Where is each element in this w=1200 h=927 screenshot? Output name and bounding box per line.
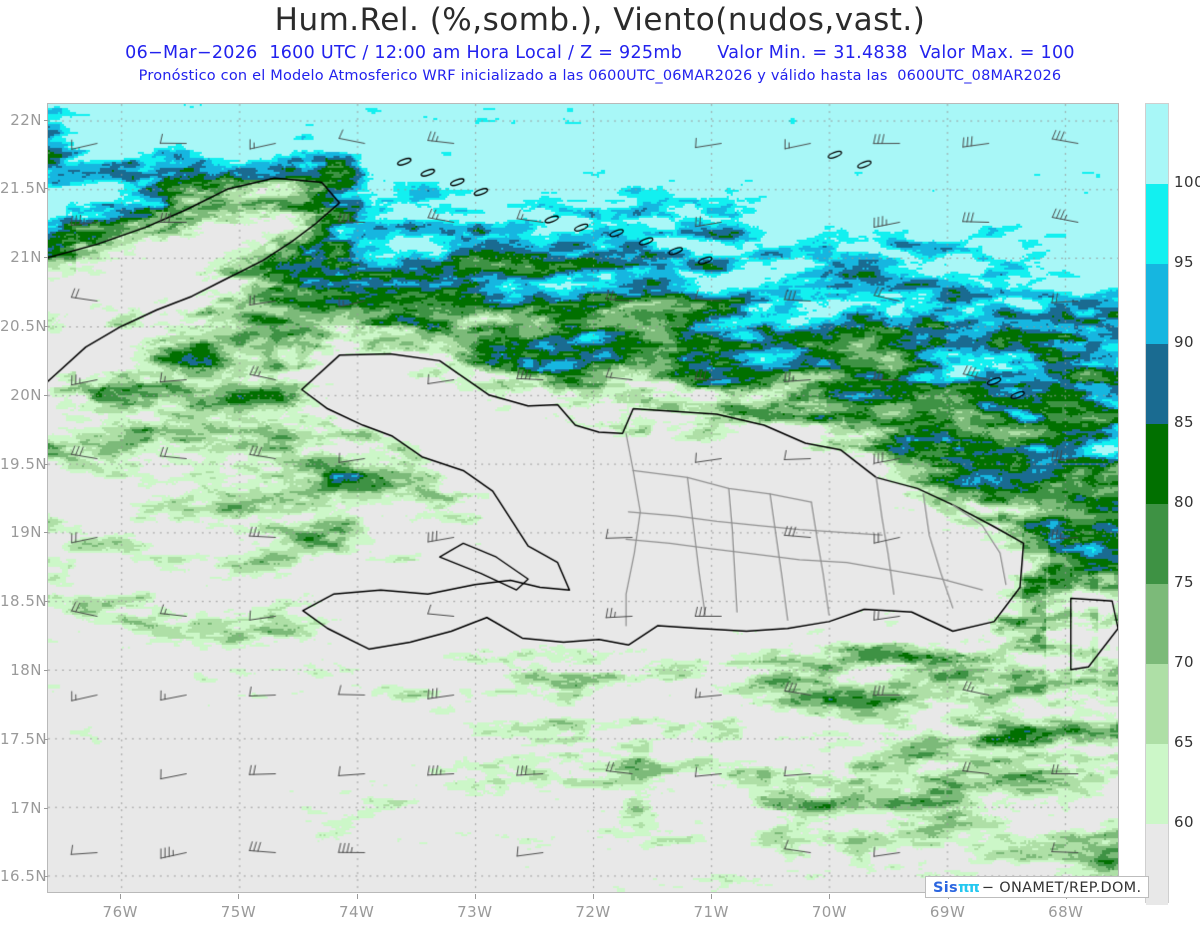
watermark-agency-text: − ONAMET/REP.DOM. <box>981 879 1142 896</box>
map-plot-area[interactable] <box>47 103 1119 893</box>
lat-tick-mark <box>44 325 48 327</box>
lon-tick-label: 76W <box>102 903 138 921</box>
colorbar-tick-label: 65 <box>1174 733 1195 751</box>
colorbar-tick-label: 70 <box>1174 653 1195 671</box>
colorbar-segment <box>1146 664 1168 745</box>
lon-tick-label: 72W <box>575 903 611 921</box>
lat-tick-mark <box>44 601 48 603</box>
colorbar-tick-label: 95 <box>1174 253 1195 271</box>
page-title: Hum.Rel. (%,somb.), Viento(nudos,vast.) <box>274 2 926 38</box>
lon-tick-label: 70W <box>811 903 848 921</box>
lon-tick-mark <box>120 894 122 899</box>
colorbar-segment <box>1146 824 1168 905</box>
subtitle-model-info: Pronóstico con el Modelo Atmosferico WRF… <box>138 68 1062 84</box>
lat-tick-label: 20N <box>10 385 42 404</box>
lat-tick-label: 18N <box>10 661 42 680</box>
lon-tick-label: 75W <box>220 903 257 921</box>
subtitle-valid-time: 06−Mar−2026 1600 UTC / 12:00 am Hora Loc… <box>125 43 1075 63</box>
lat-tick-mark <box>44 463 48 465</box>
lat-tick-label: 17N <box>10 798 42 817</box>
lon-tick-label: 74W <box>338 903 375 921</box>
colorbar-segment <box>1146 744 1168 825</box>
lat-tick-label: 22N <box>10 110 42 129</box>
lat-tick-mark <box>44 807 48 809</box>
title-block: Hum.Rel. (%,somb.), Viento(nudos,vast.) … <box>0 0 1200 95</box>
lat-tick-label: 16.5N <box>0 867 48 886</box>
lon-tick-mark <box>238 894 240 899</box>
lat-tick-label: 18.5N <box>0 592 48 611</box>
lon-tick-label: 73W <box>457 903 493 921</box>
lon-tick-label: 69W <box>929 903 966 921</box>
lon-tick-label: 71W <box>693 903 729 921</box>
lat-tick-label: 19N <box>10 523 42 542</box>
watermark-onamet: Sis ππ − ONAMET/REP.DOM. <box>925 876 1150 898</box>
lat-tick-mark <box>44 394 48 396</box>
colorbar-tick-label: 60 <box>1174 813 1195 831</box>
colorbar-tick-label: 80 <box>1174 493 1195 511</box>
colorbar-segment <box>1146 344 1168 425</box>
colorbar-tick-label: 85 <box>1174 413 1195 431</box>
lon-tick-mark <box>356 894 358 899</box>
lat-tick-mark <box>44 738 48 740</box>
lon-tick-mark <box>711 894 713 899</box>
colorbar-tick-label: 75 <box>1174 573 1195 591</box>
colorbar-segment <box>1146 504 1168 585</box>
lon-tick-mark <box>829 894 831 899</box>
watermark-sis-text: Sis <box>933 879 958 896</box>
lat-tick-mark <box>44 257 48 259</box>
lat-tick-label: 17.5N <box>0 729 48 748</box>
lat-tick-mark <box>44 119 48 121</box>
colorbar-segment <box>1146 424 1168 505</box>
lat-tick-label: 21N <box>10 248 42 267</box>
colorbar-tick-label: 100 <box>1174 173 1200 191</box>
colorbar-segment <box>1146 584 1168 665</box>
colorbar-segment <box>1146 104 1168 185</box>
lon-tick-mark <box>593 894 595 899</box>
humidity-wind-map[interactable] <box>48 104 1118 892</box>
lat-tick-mark <box>44 670 48 672</box>
watermark-pi-icon: ππ <box>957 879 980 896</box>
lat-tick-mark <box>44 188 48 190</box>
lat-tick-mark <box>44 532 48 534</box>
colorbar-tick-label: 90 <box>1174 333 1195 351</box>
colorbar-segment <box>1146 184 1168 265</box>
lon-tick-label: 68W <box>1048 903 1084 921</box>
lat-tick-mark <box>44 876 48 878</box>
lon-tick-mark <box>474 894 476 899</box>
lat-tick-label: 20.5N <box>0 316 48 335</box>
humidity-colorbar[interactable] <box>1145 103 1169 905</box>
lat-tick-label: 19.5N <box>0 454 48 473</box>
lat-tick-label: 21.5N <box>0 179 48 198</box>
colorbar-segment <box>1146 264 1168 345</box>
